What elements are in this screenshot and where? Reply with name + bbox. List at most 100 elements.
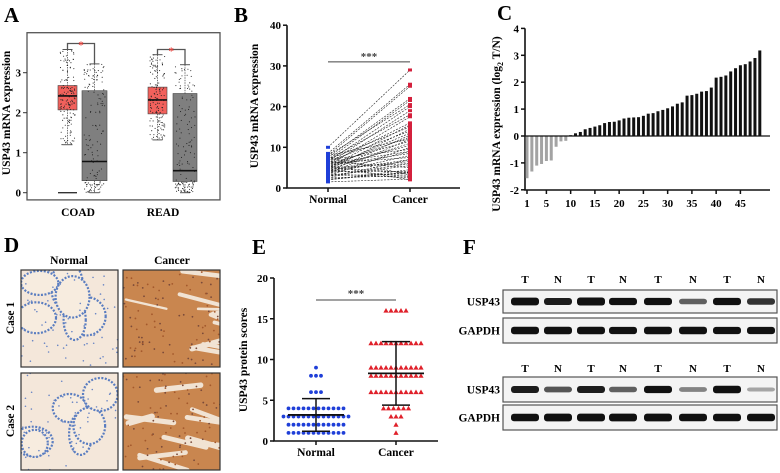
ihc-cell [185,284,188,287]
panel-a-point [181,181,183,183]
panel-a-point [88,74,90,77]
panel-a-point [89,139,91,142]
ihc-nucleus [95,406,98,408]
panel-b-cancer-point [408,178,412,182]
panel-a-point [103,89,105,91]
panel-b-pair-line [327,149,411,160]
panel-a-point [151,59,153,61]
ihc-tissue [123,270,220,367]
panel-a-point [71,87,73,89]
panel-a-point [176,190,178,192]
panel-c-ytick-label: 0 [514,131,520,143]
panel-a-point [175,85,177,87]
ihc-nucleus [27,299,29,302]
panel-e-cancer-point [403,308,409,313]
panel-a-point [62,127,64,129]
panel-a-point [151,138,153,140]
ihc-cell [164,385,167,388]
blot-band [644,297,672,306]
panel-e-cancer-point [368,389,374,395]
panel-a-point [59,94,61,96]
panel-a-point [178,189,180,192]
panel-a-point [69,105,71,107]
panel-a-point [101,130,104,132]
panel-a-point [188,183,190,185]
ihc-cell [127,424,130,427]
panel-a-point [63,110,65,112]
panel-b-pair-line [327,175,411,179]
ihc-cell [208,340,211,343]
ihc-cell [137,400,140,403]
panel-a-point [156,106,159,108]
ihc-nucleus [82,446,84,448]
panel-a-point [153,92,155,94]
ihc-cell [153,320,156,323]
panel-a-point [102,130,105,132]
panel-a-point [84,154,87,156]
ihc-cell [142,427,144,430]
ihc-cell [190,358,193,361]
panel-c-bar [583,129,587,136]
panel-a-point [155,86,158,88]
panel-a-ytick-label: 0 [16,188,22,200]
panel-e-ylabel: USP43 protein scores [238,307,250,412]
panel-a-point [72,101,74,103]
panel-e-cancer-point [403,340,409,346]
panel-a-point [157,120,159,122]
ihc-cell [146,447,149,450]
panel-b-pair-line [327,165,411,181]
panel-a-point [70,89,72,91]
ihc-nucleus [52,329,54,331]
panel-c-bar [637,117,641,136]
panel-a-point [84,188,86,190]
panel-e-cancer-point [403,389,409,395]
ihc-cell [181,455,184,458]
panel-a-point [74,114,76,116]
ihc-nucleus [62,347,65,349]
panel-a-point [92,85,94,88]
panel-a-point [85,117,87,119]
ihc-cell [134,317,137,320]
panel-a-point [100,133,103,135]
panel-a-point [102,92,104,95]
panel-a-point [99,191,101,193]
ihc-nucleus [31,339,34,342]
panel-a-point [83,69,85,71]
panel-a-point [164,126,166,128]
panel-a-point [153,54,155,56]
ihc-cell [207,338,210,341]
panel-b-pair-line [327,153,411,166]
ihc-cell [197,324,200,327]
ihc-nucleus [41,429,44,431]
ihc-cell [202,359,204,362]
ihc-cell [204,324,207,327]
panel-a-point [73,93,75,95]
panel-a-point [162,103,164,105]
panel-a-point [99,182,101,184]
panel-a-point [95,175,97,177]
ihc-cell [205,375,208,378]
panel-a-point [175,179,177,181]
panel-a-point [97,184,99,186]
panel-b-pair-line [327,140,411,164]
panel-e-normal-point [306,422,311,427]
panel-a-point [63,86,65,88]
ihc-cell [136,284,139,287]
blot-band [679,413,707,422]
panel-a-point [177,187,179,189]
panel-a-point [183,185,185,187]
ihc-cell [193,459,195,462]
panel-c-ylabel-suffix: T/N) [491,36,503,62]
panel-a-point [69,132,71,134]
panel-e-ytick-label: 0 [263,436,269,448]
panel-a-point [193,136,195,138]
panel-e-normal-point [296,422,301,427]
panel-a-point [175,183,177,185]
panel-e-normal-point [301,422,306,427]
panel-a-point [155,110,157,112]
ihc-nucleus [60,380,63,383]
panel-a-point [182,188,184,190]
panel-a-point [86,70,88,72]
panel-a-point [158,102,160,104]
panel-a-point [96,171,98,174]
